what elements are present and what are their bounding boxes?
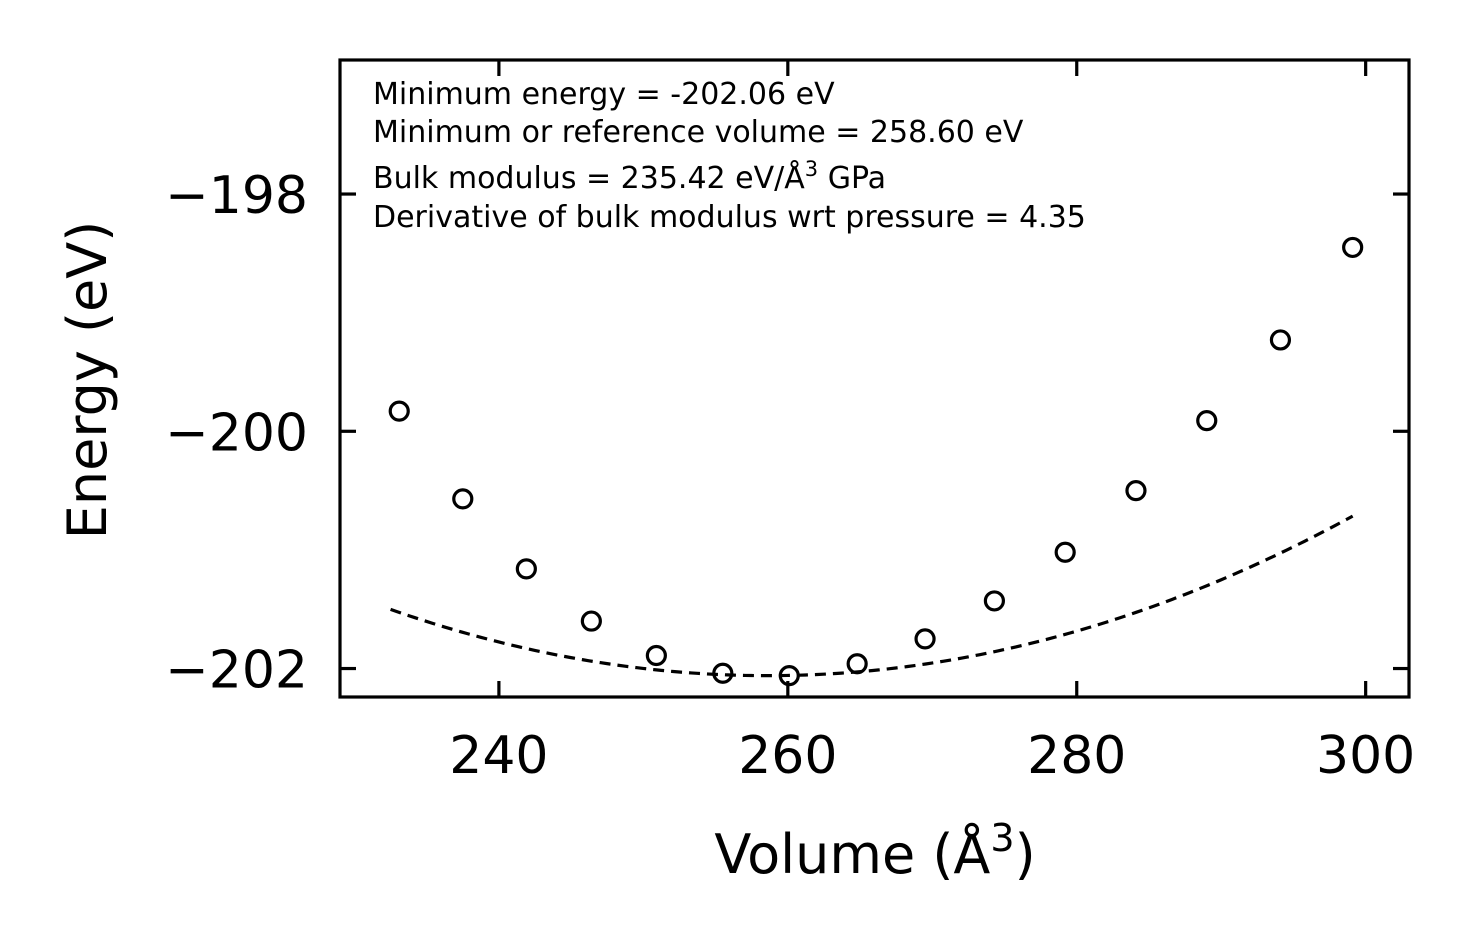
data-point	[914, 628, 936, 650]
data-point	[580, 610, 602, 632]
data-points	[388, 236, 1364, 687]
x-tick-label: 280	[1027, 726, 1126, 786]
x-tick-label: 300	[1316, 726, 1415, 786]
y-tick-labels: −198 −200 −202	[165, 166, 308, 700]
annotation-derivative: Derivative of bulk modulus wrt pressure …	[373, 200, 1086, 235]
fit-curve	[390, 514, 1354, 678]
x-tick-labels: 240 260 280 300	[449, 726, 1415, 786]
bulk-modulus-superscript: 3	[805, 157, 818, 181]
bulk-modulus-main: Bulk modulus = 235.42 eV/Å	[373, 160, 805, 196]
data-point	[645, 644, 667, 667]
x-tick-label: 260	[738, 726, 837, 786]
annotation-min-volume: Minimum or reference volume = 258.60 eV	[373, 115, 1024, 150]
x-tick-label: 240	[449, 726, 548, 786]
annotation-min-energy: Minimum energy = -202.06 eV	[373, 77, 835, 112]
y-tick-label: −200	[165, 403, 308, 463]
plot-frame	[338, 58, 1411, 699]
annotation-box: Minimum energy = -202.06 eV Minimum or r…	[373, 77, 1086, 235]
data-point	[1125, 479, 1147, 502]
ticks-layer	[340, 60, 1409, 697]
data-point	[515, 558, 537, 580]
data-point	[452, 488, 474, 510]
data-point	[1342, 236, 1364, 259]
y-axis-label: Energy (eV)	[56, 221, 119, 540]
data-point	[712, 662, 734, 684]
data-point	[1054, 541, 1076, 563]
data-point	[778, 665, 800, 687]
x-axis-label: Volume (Å3)	[714, 816, 1035, 886]
data-point	[983, 590, 1006, 612]
x-axis-label-close: )	[1015, 823, 1036, 886]
x-axis-label-superscript: 3	[990, 816, 1014, 860]
data-point	[1196, 410, 1218, 432]
x-axis-label-main: Volume (Å	[714, 822, 990, 886]
y-tick-label: −198	[165, 166, 308, 226]
bulk-modulus-unit: GPa	[818, 161, 886, 196]
data-point	[846, 653, 868, 675]
data-point	[388, 400, 410, 422]
data-point	[1269, 329, 1292, 351]
y-tick-label: −202	[165, 641, 308, 701]
annotation-bulk-modulus: Bulk modulus = 235.42 eV/Å3 GPa	[373, 157, 886, 196]
